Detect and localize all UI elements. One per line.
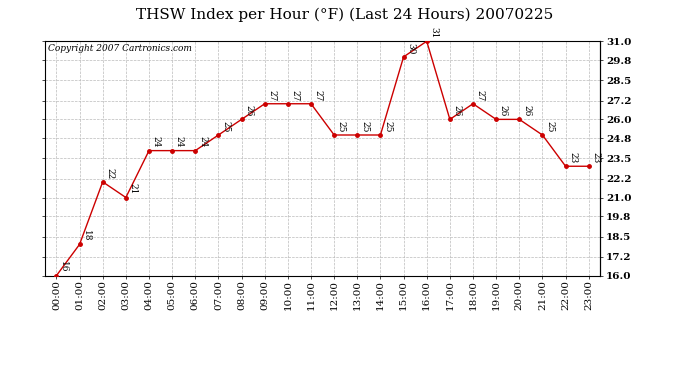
Text: 27: 27 xyxy=(290,90,299,101)
Text: 25: 25 xyxy=(221,121,230,132)
Text: 31: 31 xyxy=(429,27,439,39)
Text: 18: 18 xyxy=(82,230,91,242)
Text: 27: 27 xyxy=(314,90,323,101)
Text: THSW Index per Hour (°F) (Last 24 Hours) 20070225: THSW Index per Hour (°F) (Last 24 Hours)… xyxy=(137,8,553,22)
Text: 24: 24 xyxy=(175,136,184,148)
Text: 21: 21 xyxy=(128,183,137,195)
Text: 25: 25 xyxy=(383,121,392,132)
Text: 25: 25 xyxy=(337,121,346,132)
Text: 25: 25 xyxy=(360,121,369,132)
Text: 23: 23 xyxy=(591,152,600,164)
Text: 25: 25 xyxy=(545,121,554,132)
Text: 24: 24 xyxy=(198,136,207,148)
Text: 27: 27 xyxy=(268,90,277,101)
Text: 26: 26 xyxy=(499,105,508,117)
Text: Copyright 2007 Cartronics.com: Copyright 2007 Cartronics.com xyxy=(48,44,192,52)
Text: 30: 30 xyxy=(406,43,415,54)
Text: 27: 27 xyxy=(476,90,485,101)
Text: 23: 23 xyxy=(569,152,578,164)
Text: 22: 22 xyxy=(106,168,115,179)
Text: 24: 24 xyxy=(152,136,161,148)
Text: 26: 26 xyxy=(522,105,531,117)
Text: 16: 16 xyxy=(59,261,68,273)
Text: 26: 26 xyxy=(453,105,462,117)
Text: 26: 26 xyxy=(244,105,253,117)
